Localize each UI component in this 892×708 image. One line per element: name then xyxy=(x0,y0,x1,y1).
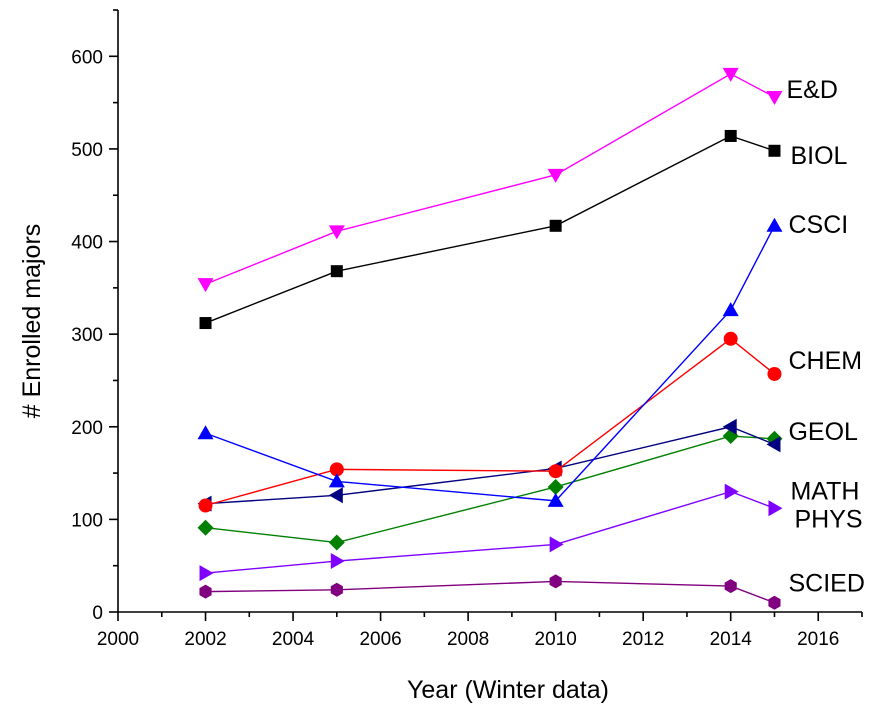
data-point xyxy=(766,217,783,232)
x-tick-label: 2000 xyxy=(97,629,139,650)
series-label-geol: GEOL xyxy=(788,418,858,446)
data-point xyxy=(329,462,344,477)
series-layer xyxy=(197,67,783,610)
y-tick-label: 100 xyxy=(71,510,103,531)
data-point xyxy=(547,492,564,507)
data-point xyxy=(330,265,343,278)
y-tick-label: 200 xyxy=(71,418,103,439)
series-label-chem: CHEM xyxy=(788,347,862,375)
series-geol xyxy=(197,428,783,551)
x-tick-label: 2012 xyxy=(622,629,664,650)
data-point xyxy=(549,574,562,589)
axes xyxy=(117,10,862,613)
x-tick-label: 2008 xyxy=(447,629,489,650)
data-point xyxy=(330,553,345,570)
data-point xyxy=(724,579,737,594)
data-point xyxy=(199,317,212,330)
data-point xyxy=(768,500,783,517)
series-chem xyxy=(198,331,782,513)
series-label-math: MATH xyxy=(790,477,859,505)
series-label-biol: BIOL xyxy=(790,142,847,170)
data-point xyxy=(724,483,739,500)
series-e-d xyxy=(197,67,783,293)
x-tick-label: 2004 xyxy=(272,629,315,650)
data-point xyxy=(724,129,737,142)
data-point xyxy=(197,278,214,293)
x-tick-label: 2016 xyxy=(797,629,839,650)
data-point xyxy=(547,168,564,183)
series-line xyxy=(205,580,775,604)
data-point xyxy=(199,584,212,599)
data-point xyxy=(723,331,738,346)
data-point xyxy=(197,425,214,440)
y-tick-label: 300 xyxy=(71,325,103,346)
series-line xyxy=(205,73,775,285)
series-label-e-d: E&D xyxy=(786,76,837,104)
data-point xyxy=(768,595,781,610)
data-point xyxy=(549,536,564,553)
x-tick-label: 2006 xyxy=(359,629,401,650)
series-line xyxy=(205,435,775,544)
series-math xyxy=(197,418,781,512)
series-csci xyxy=(197,217,783,507)
series-line xyxy=(205,337,775,507)
x-tick-label: 2010 xyxy=(535,629,577,650)
data-point xyxy=(328,487,343,504)
x-axis-title: Year (Winter data) xyxy=(407,676,609,704)
data-point xyxy=(549,219,562,232)
data-point xyxy=(547,478,564,495)
y-tick-label: 0 xyxy=(92,603,103,624)
x-tick-label: 2002 xyxy=(184,629,226,650)
series-scied xyxy=(199,574,781,610)
y-tick-label: 400 xyxy=(71,233,103,254)
series-phys xyxy=(199,483,783,582)
y-axis-ticks: 0 100 200 300 400 500 600 xyxy=(71,9,118,624)
data-point xyxy=(197,519,214,536)
series-biol xyxy=(199,129,781,330)
data-point xyxy=(328,225,345,240)
data-point xyxy=(328,534,345,551)
data-point xyxy=(767,366,782,381)
x-tick-label: 2014 xyxy=(710,629,753,650)
data-point xyxy=(198,498,213,513)
series-line xyxy=(205,135,775,324)
data-point xyxy=(199,565,214,582)
data-point xyxy=(722,418,737,435)
series-line xyxy=(205,225,776,502)
data-point xyxy=(330,582,343,597)
data-point xyxy=(722,302,739,317)
series-label-scied: SCIED xyxy=(788,570,864,598)
data-point xyxy=(768,144,781,157)
data-point xyxy=(722,67,739,82)
data-point xyxy=(548,464,563,479)
y-tick-label: 500 xyxy=(71,140,103,161)
series-labels: SCIED PHYS GEOL MATH CHEM CSCI BIOL E&D xyxy=(786,76,864,598)
y-axis-title: # Enrolled majors xyxy=(18,224,46,419)
x-axis-ticks: 2000 2002 2004 2006 2008 2010 2012 2014 2016 xyxy=(97,612,863,650)
series-label-phys: PHYS xyxy=(794,505,862,533)
data-point xyxy=(766,91,783,106)
data-point xyxy=(328,473,345,488)
y-tick-label: 600 xyxy=(71,47,103,68)
series-label-csci: CSCI xyxy=(788,211,848,239)
data-point xyxy=(766,436,781,453)
